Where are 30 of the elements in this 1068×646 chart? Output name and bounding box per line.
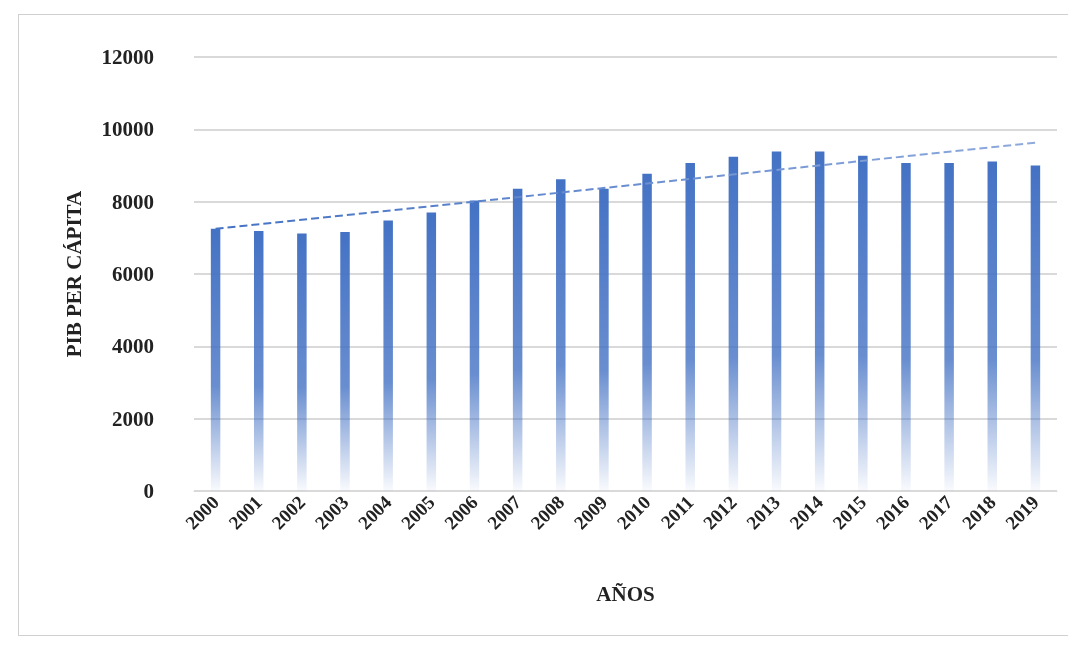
y-tick-label: 4000 xyxy=(112,334,154,359)
bar xyxy=(210,228,221,491)
y-axis-title: PIB PER CÁPITA xyxy=(61,189,86,358)
bar xyxy=(728,156,739,491)
bar xyxy=(685,162,695,491)
bar xyxy=(469,200,480,491)
bar xyxy=(512,188,523,491)
bar xyxy=(858,155,868,491)
bar xyxy=(253,230,264,491)
bar xyxy=(814,151,825,491)
y-tick-label: 8000 xyxy=(112,189,154,214)
bar xyxy=(297,233,307,491)
x-axis-title: AÑOS xyxy=(596,581,655,606)
y-tick-label: 12000 xyxy=(101,45,154,69)
y-tick-label: 0 xyxy=(143,479,154,503)
bar xyxy=(944,162,954,491)
bar xyxy=(599,188,609,491)
y-tick-label: 6000 xyxy=(112,262,154,286)
y-tick-label: 2000 xyxy=(112,406,154,431)
y-tick-label: 10000 xyxy=(101,117,154,142)
x-tick-label: 2011 xyxy=(656,491,698,533)
bar xyxy=(1030,165,1041,491)
bar xyxy=(340,232,350,491)
bar xyxy=(771,151,782,491)
bar xyxy=(556,179,566,491)
bar xyxy=(987,161,998,491)
bar xyxy=(383,220,393,491)
bar xyxy=(426,212,437,491)
bar xyxy=(642,173,652,491)
bar xyxy=(901,162,911,491)
